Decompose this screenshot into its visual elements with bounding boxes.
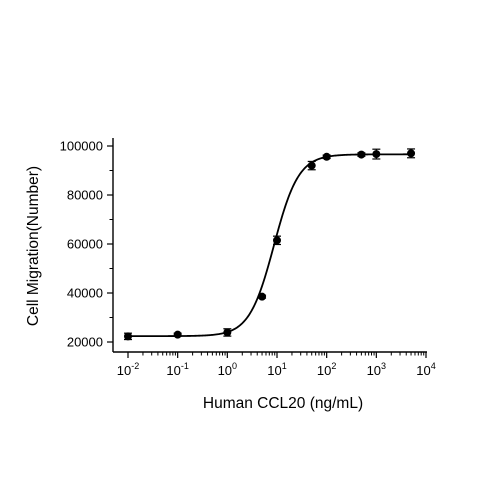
- y-axis-ticks: 20000 40000 60000 80000 100000: [60, 139, 113, 350]
- y-tick-label: 40000: [67, 286, 103, 301]
- x-tick-label: 10-2: [117, 361, 139, 378]
- x-tick-label: 104: [416, 361, 435, 378]
- x-tick-label: 100: [218, 361, 237, 378]
- y-tick-label: 60000: [67, 237, 103, 252]
- data-point: [307, 160, 316, 171]
- x-tick-label: 103: [367, 361, 386, 378]
- point-marker: [173, 330, 182, 339]
- point-marker: [258, 292, 267, 301]
- data-point: [223, 328, 232, 337]
- x-axis-title: Human CCL20 (ng/mL): [203, 395, 363, 412]
- data-point: [258, 292, 267, 301]
- data-point: [372, 148, 381, 160]
- y-tick-label: 20000: [67, 335, 103, 350]
- data-point: [173, 330, 182, 339]
- data-point: [273, 235, 281, 246]
- y-tick-label: 100000: [60, 139, 103, 154]
- y-tick-label: 80000: [67, 188, 103, 203]
- point-marker: [407, 149, 416, 158]
- data-point: [407, 148, 416, 159]
- point-marker: [357, 150, 366, 159]
- data-point: [124, 332, 132, 341]
- point-marker: [372, 150, 381, 159]
- x-axis-ticks: 10-2 10-1 100 101 102 103 104: [117, 352, 436, 378]
- plot-area: 10-2 10-1 100 101 102 103 104 20000 40000 60000 8…: [60, 138, 436, 378]
- data-point: [322, 152, 331, 161]
- point-marker: [322, 152, 331, 161]
- point-marker: [273, 236, 281, 245]
- data-point: [357, 150, 366, 159]
- fit-curve: [128, 153, 412, 338]
- x-tick-label: 102: [317, 361, 336, 378]
- point-marker: [124, 332, 132, 341]
- x-tick-label: 10-1: [166, 361, 188, 378]
- data-points: [124, 148, 416, 341]
- point-marker: [307, 161, 316, 170]
- y-axis-title: Cell Migration(Number): [25, 166, 42, 326]
- point-marker: [223, 328, 232, 337]
- x-tick-label: 101: [267, 361, 286, 378]
